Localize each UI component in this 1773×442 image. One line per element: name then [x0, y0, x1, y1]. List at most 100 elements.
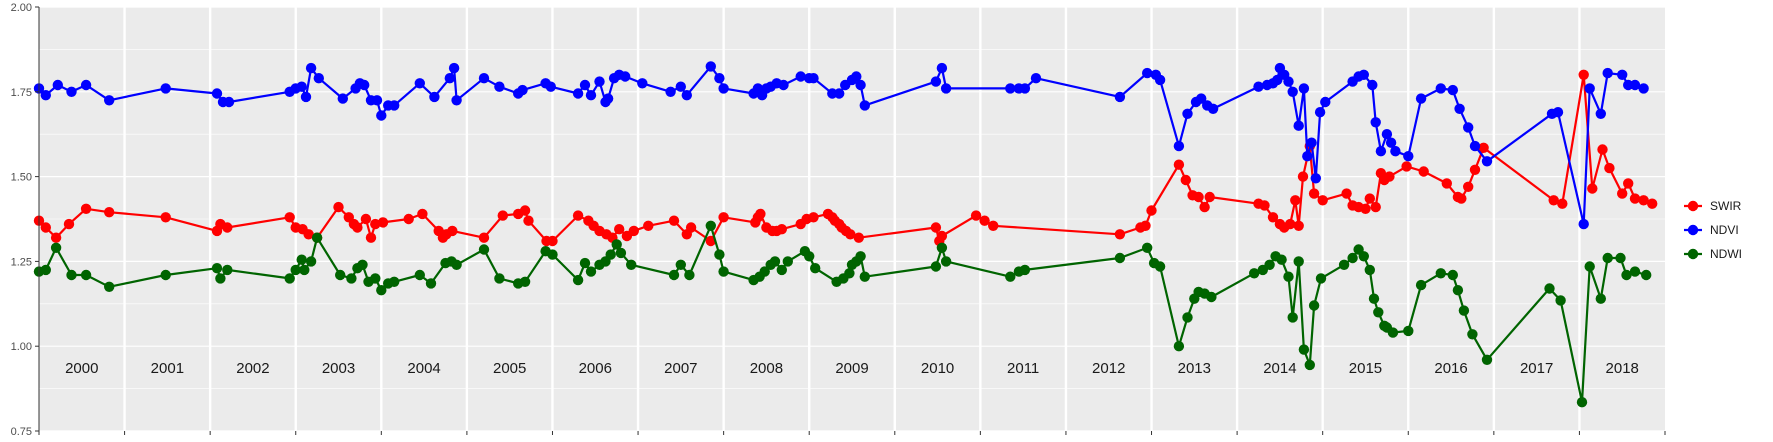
- data-point: [1207, 103, 1219, 115]
- data-point: [685, 222, 697, 233]
- data-point: [1587, 183, 1598, 194]
- data-point: [523, 215, 534, 226]
- data-point: [643, 220, 654, 231]
- data-point: [359, 79, 370, 91]
- data-point: [1276, 254, 1287, 265]
- axes: 0.75 1.00 1.25 1.50 1.75 2.00: [11, 2, 1666, 438]
- data-point: [776, 264, 787, 276]
- data-point: [1604, 162, 1615, 174]
- data-point: [1463, 122, 1474, 133]
- data-point: [1595, 293, 1607, 304]
- data-point: [1647, 198, 1658, 209]
- data-point: [299, 264, 310, 276]
- year-label: 2002: [236, 360, 269, 377]
- year-label: 2014: [1263, 360, 1296, 377]
- data-point: [1452, 285, 1464, 296]
- y-tick-label: 1.00: [11, 341, 32, 353]
- data-point: [1180, 174, 1192, 186]
- data-point: [63, 218, 75, 230]
- data-point: [855, 251, 866, 262]
- data-point: [572, 274, 584, 286]
- data-point: [808, 212, 819, 223]
- data-point: [211, 88, 223, 99]
- data-point: [478, 244, 490, 255]
- year-label: 2003: [322, 360, 355, 377]
- data-point: [1310, 173, 1322, 184]
- data-point: [668, 215, 680, 226]
- data-point: [376, 110, 387, 121]
- data-point: [1623, 178, 1634, 189]
- data-point: [637, 78, 648, 89]
- data-point: [626, 259, 637, 270]
- legend-marker: [1687, 224, 1699, 236]
- data-point: [620, 71, 631, 82]
- data-point: [1005, 271, 1016, 282]
- year-label: 2005: [493, 360, 526, 377]
- year-label: 2018: [1606, 360, 1639, 377]
- data-point: [80, 79, 92, 91]
- data-point: [585, 90, 597, 101]
- data-point: [1302, 151, 1313, 162]
- legend-item-swir: SWIR: [1684, 199, 1742, 213]
- data-point: [50, 242, 62, 253]
- data-point: [1454, 103, 1465, 115]
- data-point: [1602, 67, 1613, 79]
- data-point: [1259, 200, 1270, 211]
- data-point: [335, 269, 346, 281]
- data-point: [759, 266, 770, 277]
- data-point: [1142, 67, 1153, 79]
- data-point: [769, 256, 781, 267]
- data-point: [519, 276, 531, 287]
- series-ndwi: [33, 220, 1652, 408]
- data-point: [313, 73, 324, 84]
- data-point: [1481, 354, 1493, 365]
- data-point: [1617, 188, 1628, 199]
- data-point: [776, 224, 787, 235]
- data-point: [778, 79, 789, 91]
- data-point: [845, 229, 856, 240]
- data-point: [1140, 220, 1151, 231]
- data-point: [1193, 191, 1204, 203]
- data-point: [1447, 84, 1459, 96]
- data-point: [930, 261, 942, 272]
- data-point: [1154, 74, 1166, 86]
- data-point: [1481, 156, 1493, 167]
- data-point: [1317, 195, 1328, 206]
- year-label: 2006: [579, 360, 612, 377]
- data-point: [705, 235, 716, 247]
- data-point: [1182, 312, 1193, 323]
- data-point: [1458, 305, 1470, 316]
- data-point: [1196, 93, 1207, 104]
- data-point: [1182, 108, 1193, 120]
- data-point: [52, 79, 63, 91]
- data-point: [444, 73, 455, 84]
- data-point: [1347, 252, 1358, 264]
- year-label: 2007: [664, 360, 697, 377]
- data-point: [377, 217, 389, 228]
- data-point: [448, 62, 460, 74]
- data-point: [519, 205, 531, 216]
- data-point: [705, 61, 716, 72]
- data-point: [1308, 300, 1320, 311]
- data-point: [585, 266, 597, 277]
- data-point: [1290, 195, 1301, 206]
- data-point: [1447, 269, 1459, 281]
- data-point: [668, 269, 680, 281]
- data-point: [1314, 107, 1326, 118]
- y-tick-label: 1.75: [11, 87, 32, 99]
- data-point: [1381, 129, 1393, 140]
- data-point: [1249, 268, 1260, 279]
- data-point: [1441, 178, 1453, 189]
- data-point: [1364, 193, 1376, 204]
- year-labels: 2000 2001 2002 2003 2004 2005 2006 2007 2008 2009…: [65, 360, 1639, 377]
- data-point: [1403, 325, 1414, 337]
- data-point: [594, 76, 605, 87]
- data-point: [1478, 142, 1489, 153]
- data-point: [1298, 83, 1310, 94]
- y-tick-label: 1.25: [11, 256, 32, 268]
- data-point: [979, 215, 990, 226]
- y-tick-label: 0.75: [11, 426, 32, 438]
- data-point: [1298, 344, 1310, 355]
- data-point: [66, 86, 77, 98]
